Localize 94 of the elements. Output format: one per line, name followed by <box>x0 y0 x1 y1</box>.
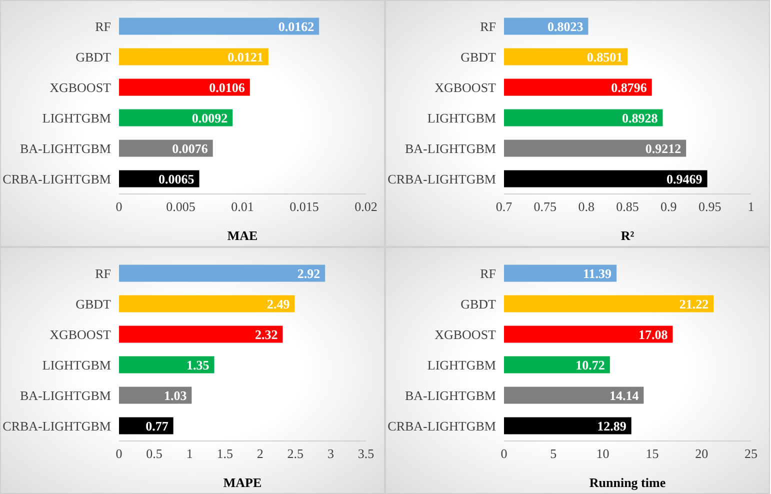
x-tick-label: 15 <box>646 446 659 462</box>
data-label: 14.14 <box>609 388 640 403</box>
x-tick-label: 3 <box>327 446 334 462</box>
data-label: 12.89 <box>597 418 627 434</box>
y-tick-label: XGBOOST <box>50 80 112 95</box>
y-tick-label: GBDT <box>460 296 496 312</box>
y-tick-label: BA-LIGHTGBM <box>405 388 496 403</box>
data-label: 0.0162 <box>278 18 314 34</box>
y-tick-label: CRBA-LIGHTGBM <box>388 171 496 186</box>
bar <box>504 326 673 343</box>
x-tick-label: 0.5 <box>146 446 162 462</box>
bar <box>119 18 320 35</box>
bar <box>119 48 268 66</box>
x-tick-label: 0.005 <box>166 199 196 214</box>
x-tick-label: 0.01 <box>231 199 254 214</box>
data-label: 0.0065 <box>158 171 195 186</box>
data-label: 0.8928 <box>622 110 658 126</box>
bar <box>119 78 250 96</box>
data-label: 2.32 <box>254 326 278 342</box>
x-tick-label: 0.02 <box>354 199 378 214</box>
x-axis-title: Running time <box>589 475 666 490</box>
x-tick-label: 5 <box>550 446 557 462</box>
data-label: 17.08 <box>638 326 668 342</box>
x-tick-label: 0.015 <box>290 199 319 214</box>
data-label: 10.72 <box>576 357 605 372</box>
y-tick-label: BA-LIGHTGBM <box>20 388 112 403</box>
data-label: 1.35 <box>186 357 210 372</box>
bar <box>504 264 617 282</box>
data-label: 21.22 <box>679 296 709 312</box>
y-tick-label: GBDT <box>76 296 112 312</box>
x-tick-label: 0.75 <box>534 199 557 214</box>
data-label: 0.77 <box>146 418 169 434</box>
bar <box>119 386 192 404</box>
bar <box>504 386 644 404</box>
data-label: 0.8501 <box>586 49 623 64</box>
y-tick-label: RF <box>95 18 111 34</box>
x-tick-label: 1.5 <box>216 446 233 462</box>
y-tick-label: LIGHTGBM <box>42 357 112 372</box>
data-label: 0.0106 <box>209 80 246 95</box>
x-tick-label: 1 <box>748 199 754 214</box>
bar <box>504 356 610 374</box>
y-tick-label: XGBOOST <box>434 326 496 342</box>
x-tick-label: 2.5 <box>287 446 304 462</box>
y-tick-label: LIGHTGBM <box>427 357 496 372</box>
x-axis-title: R² <box>620 228 634 243</box>
x-tick-label: 0 <box>116 199 122 214</box>
y-tick-label: CRBA-LIGHTGBM <box>2 171 112 186</box>
y-tick-label: BA-LIGHTGBM <box>405 140 496 156</box>
bar <box>119 264 326 282</box>
y-tick-label: LIGHTGBM <box>42 110 112 126</box>
data-label: 0.0121 <box>228 49 264 64</box>
data-label: 2.92 <box>297 266 320 281</box>
data-label: 0.0092 <box>192 110 228 126</box>
y-tick-label: GBDT <box>460 49 496 64</box>
y-tick-label: CRBA-LIGHTGBM <box>388 418 496 434</box>
x-tick-label: 0 <box>500 446 508 462</box>
y-tick-label: LIGHTGBM <box>427 110 496 126</box>
x-tick-label: 25 <box>744 446 758 462</box>
x-tick-label: 3.5 <box>358 446 374 462</box>
data-label: 1.03 <box>164 388 188 403</box>
y-tick-label: RF <box>95 266 111 281</box>
data-label: 0.0076 <box>172 140 208 156</box>
x-tick-label: 0.95 <box>698 199 722 214</box>
data-label: 0.8023 <box>547 18 584 34</box>
data-label: 0.8796 <box>611 80 648 95</box>
x-tick-label: 2 <box>256 446 264 462</box>
x-tick-label: 10 <box>596 446 610 462</box>
y-tick-label: BA-LIGHTGBM <box>20 140 112 156</box>
x-tick-label: 0.85 <box>616 199 639 214</box>
x-axis-title: MAE <box>227 228 258 243</box>
data-label: 2.49 <box>266 296 290 312</box>
data-label: 11.39 <box>582 266 612 281</box>
x-tick-label: 0 <box>116 446 122 462</box>
bar <box>119 356 214 374</box>
x-tick-label: 1 <box>186 446 193 462</box>
x-tick-label: 0.9 <box>660 199 677 214</box>
y-tick-label: GBDT <box>76 49 112 64</box>
bar <box>504 295 714 312</box>
y-tick-label: CRBA-LIGHTGBM <box>2 418 112 434</box>
bar <box>119 326 283 343</box>
data-label: 0.9469 <box>666 171 703 186</box>
bar <box>119 109 233 126</box>
x-tick-label: 0.8 <box>578 199 594 214</box>
x-tick-label: 0.7 <box>496 199 513 214</box>
x-tick-label: 20 <box>695 446 708 462</box>
bar <box>119 417 174 434</box>
x-axis-title: MAPE <box>223 475 262 490</box>
bar <box>504 417 632 434</box>
y-tick-label: RF <box>480 266 496 281</box>
y-tick-label: XGBOOST <box>434 80 496 95</box>
bar <box>119 295 295 312</box>
y-tick-label: RF <box>480 18 496 34</box>
y-tick-label: XGBOOST <box>50 326 112 342</box>
data-label: 0.9212 <box>645 140 682 156</box>
